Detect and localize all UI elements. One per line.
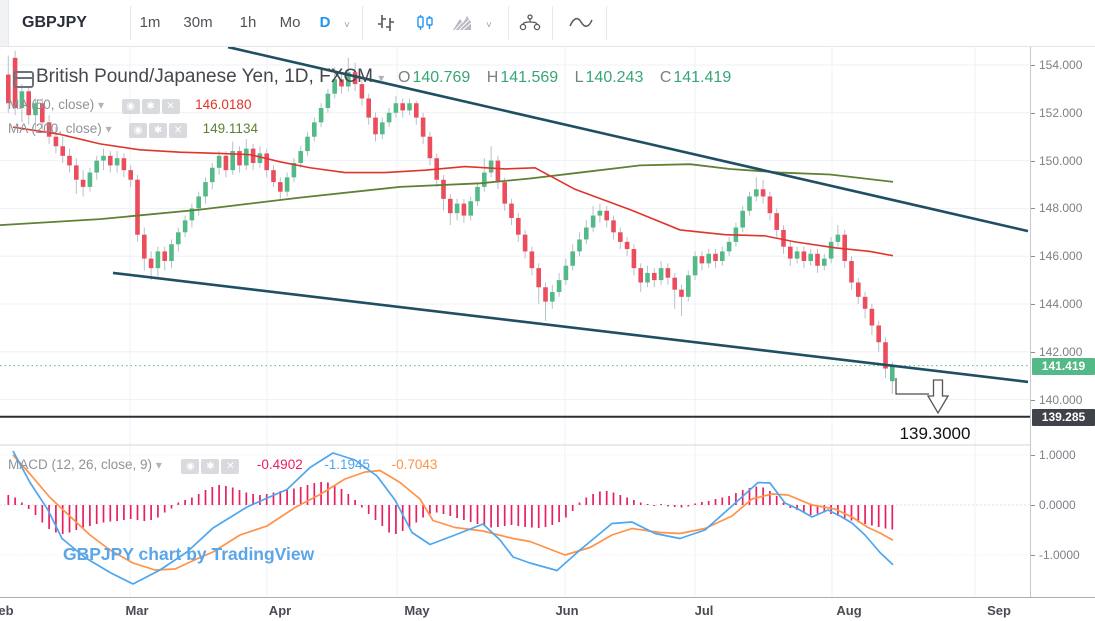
macd-tick-mark: [1031, 455, 1035, 456]
ma50-settings-button[interactable]: ✱: [141, 99, 160, 114]
time-axis-label: Jun: [555, 603, 579, 618]
high-value: 141.569: [500, 69, 559, 86]
macd-tick-label: 1.0000: [1039, 448, 1076, 462]
macd-tick-mark: [1031, 505, 1035, 506]
price-tick-mark: [1031, 65, 1035, 66]
timeframe-1h[interactable]: 1h: [239, 14, 257, 31]
price-tick-label: 146.000: [1039, 249, 1083, 264]
ma200-visibility-button[interactable]: ◉: [129, 123, 148, 138]
high-label: H: [486, 69, 499, 86]
macd-tick-mark: [1031, 555, 1035, 556]
timeframe-30m[interactable]: 30m: [183, 14, 213, 31]
time-axis-label: Jul: [694, 603, 714, 618]
open-label: O: [398, 69, 411, 86]
ma200-label: MA (200, close): [8, 121, 102, 136]
toolbar-separator: [362, 6, 363, 40]
ma200-legend-row: MA (200, close) ▾ ◉ ✱ ✕ 149.1134: [8, 121, 258, 138]
macd-dropdown-icon[interactable]: ▾: [155, 458, 162, 472]
ma50-legend-row: MA (50, close) ▾ ◉ ✱ ✕ 146.0180: [8, 97, 251, 114]
macd-delete-button[interactable]: ✕: [221, 459, 240, 474]
ma200-dropdown-icon[interactable]: ▾: [105, 122, 112, 136]
price-tick-mark: [1031, 208, 1035, 210]
time-axis-label: May: [404, 603, 430, 618]
macd-histogram-value: -0.4902: [256, 457, 303, 472]
macd-tick-label: -1.0000: [1039, 548, 1080, 562]
low-value: 140.243: [585, 69, 644, 86]
macd-settings-button[interactable]: ✱: [201, 459, 220, 474]
macd-signal-value: -0.7043: [391, 457, 438, 472]
price-tick-mark: [1031, 256, 1035, 258]
price-axis[interactable]: 154.000 152.000 150.000 148.000 146.000 144.0…: [1030, 46, 1095, 597]
symbol-search-button[interactable]: GBPJPY: [22, 14, 87, 31]
price-tick-label: 152.000: [1039, 105, 1083, 120]
toolbar-separator: [606, 6, 607, 40]
price-tick-label: 144.000: [1039, 297, 1083, 311]
price-tick-label: 142.000: [1039, 344, 1083, 359]
tradingview-watermark[interactable]: GBPJPY chart by TradingView: [63, 544, 315, 564]
price-tick-mark: [1031, 112, 1035, 114]
ohlc-readout: O 140.769 H 141.569 L 140.243 C 141.419: [398, 69, 731, 87]
ma200-delete-button[interactable]: ✕: [169, 123, 188, 138]
price-tick-mark: [1031, 160, 1035, 162]
ma50-label: MA (50, close): [8, 97, 95, 112]
time-axis-label: Aug: [836, 603, 862, 618]
time-axis[interactable]: eb Mar Apr May Jun Jul Aug Sep: [0, 597, 1095, 621]
symbol-title-text: British Pound/Japanese Yen, 1D, FXCM: [36, 66, 373, 87]
time-axis-label: Mar: [125, 603, 149, 618]
toolbar-lead-strip: [0, 0, 9, 46]
macd-tick-label: 0.0000: [1039, 498, 1076, 512]
ma50-value: 146.0180: [195, 97, 252, 112]
price-tick-label: 150.000: [1039, 153, 1083, 168]
time-axis-label: Sep: [987, 603, 1011, 618]
symbol-title-dropdown-icon[interactable]: ▾: [378, 71, 385, 85]
toolbar-separator: [508, 6, 509, 40]
chart-style-dropdown-icon[interactable]: ˅: [486, 20, 492, 31]
price-target-annotation: 139.3000: [899, 424, 971, 443]
open-value: 140.769: [412, 69, 471, 86]
price-tick-label: 154.000: [1039, 58, 1083, 72]
area-icon[interactable]: [452, 14, 472, 32]
symbol-title[interactable]: British Pound/Japanese Yen, 1D, FXCM ▾: [36, 66, 384, 88]
line-style-icon[interactable]: [568, 14, 593, 32]
ma50-delete-button[interactable]: ✕: [161, 99, 180, 114]
close-label: C: [659, 69, 672, 86]
close-value: 141.419: [673, 69, 732, 86]
ma50-dropdown-icon[interactable]: ▾: [98, 98, 105, 112]
ma200-settings-button[interactable]: ✱: [149, 123, 168, 138]
macd-legend-row: MACD (12, 26, close, 9) ▾ ◉ ✱ ✕ -0.4902 -1…: [8, 457, 437, 474]
price-tick-label: 148.000: [1039, 201, 1083, 216]
compare-icon[interactable]: [519, 14, 541, 32]
macd-line-value: -1.1945: [324, 457, 371, 472]
symbol-legend-icon: [13, 71, 34, 88]
price-tick-mark: [1031, 351, 1035, 353]
price-tick-mark: [1031, 304, 1035, 305]
price-tick-label: 140.000: [1039, 392, 1083, 407]
last-price-badge: 141.419: [1032, 357, 1095, 375]
low-label: L: [574, 69, 584, 86]
bars-icon[interactable]: [376, 14, 396, 32]
candles-icon[interactable]: [415, 14, 435, 32]
toolbar: GBPJPY 1m 30m 1h Mo D ˅ ˅: [0, 0, 1095, 47]
price-tick-mark: [1031, 399, 1035, 401]
toolbar-separator: [130, 6, 131, 40]
macd-visibility-button[interactable]: ◉: [181, 459, 200, 474]
timeframe-1m[interactable]: 1m: [139, 14, 161, 31]
timeframe-mo[interactable]: Mo: [279, 14, 301, 31]
time-axis-label: Apr: [268, 603, 292, 618]
toolbar-separator: [552, 6, 553, 40]
ma200-value: 149.1134: [202, 121, 258, 136]
timeframe-dropdown-icon[interactable]: ˅: [344, 20, 350, 31]
level-price-badge: 139.285: [1032, 408, 1095, 426]
macd-label: MACD (12, 26, close, 9): [8, 457, 153, 472]
time-axis-label: eb: [0, 603, 14, 618]
ma50-visibility-button[interactable]: ◉: [121, 99, 140, 114]
timeframe-1d[interactable]: D: [319, 14, 331, 31]
